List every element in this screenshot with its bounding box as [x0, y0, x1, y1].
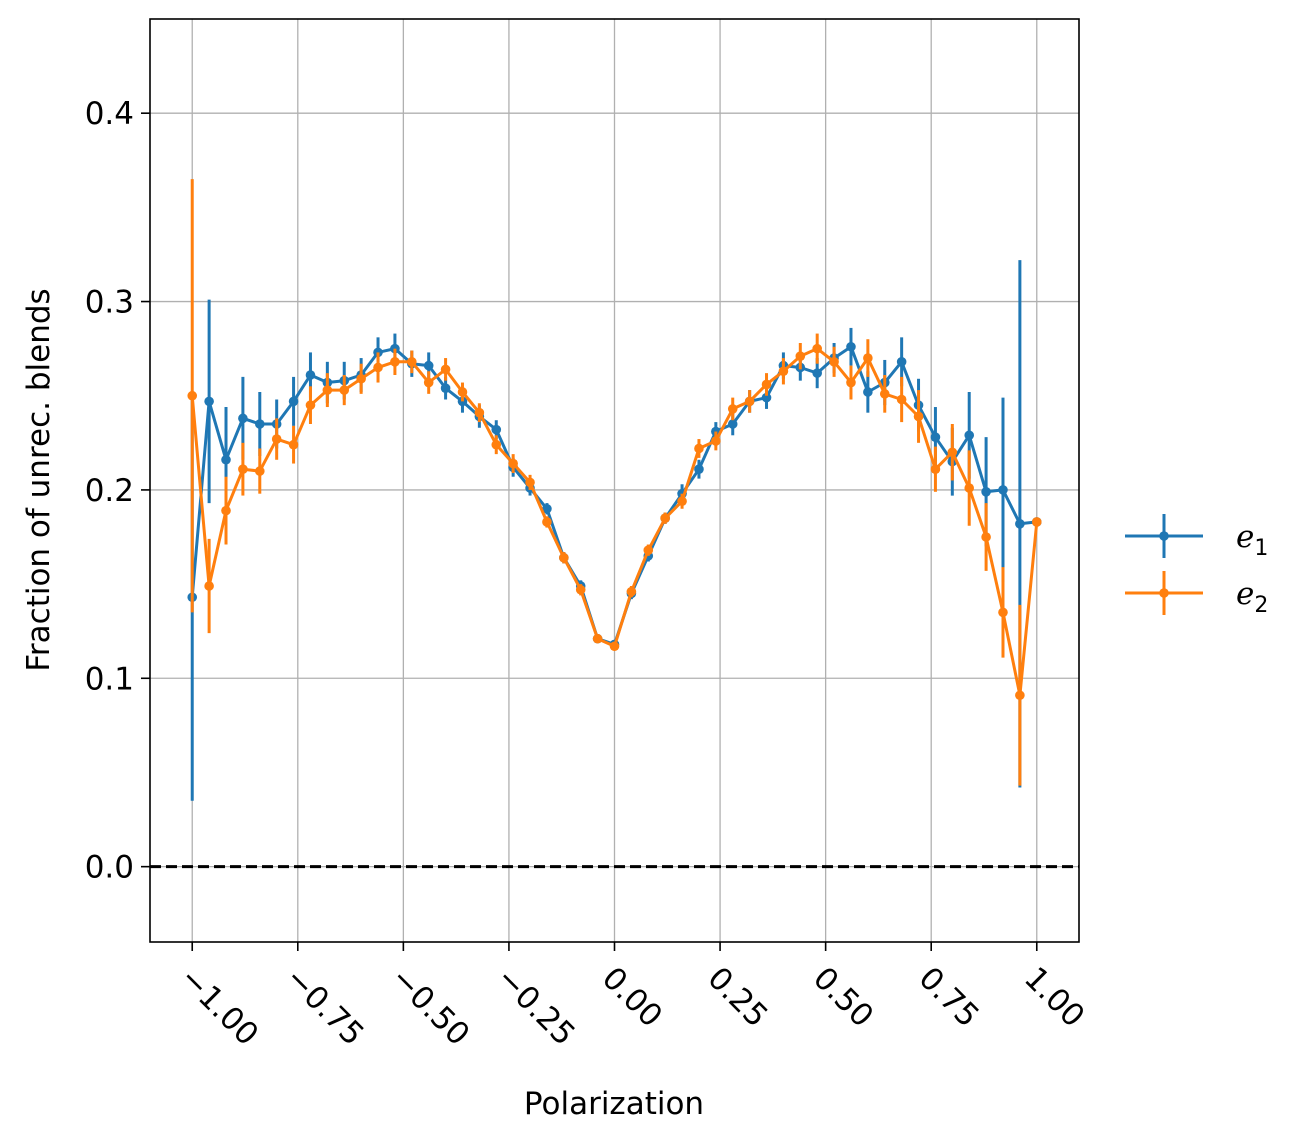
- data-point: [1015, 690, 1025, 701]
- data-point: [879, 389, 890, 399]
- data-point: [221, 505, 231, 516]
- data-point: [829, 357, 839, 367]
- legend-marker: [1159, 531, 1169, 541]
- data-point: [457, 387, 468, 397]
- data-point: [474, 407, 485, 418]
- data-point: [271, 434, 282, 444]
- data-point: [930, 432, 941, 442]
- data-point: [559, 552, 569, 563]
- data-point: [964, 430, 975, 441]
- data-point: [373, 362, 383, 373]
- data-point: [288, 439, 299, 450]
- data-point: [254, 419, 265, 429]
- data-point: [356, 373, 366, 384]
- data-point: [440, 383, 451, 394]
- data-point: [204, 396, 214, 407]
- data-point: [998, 607, 1008, 618]
- data-point: [525, 477, 535, 488]
- data-point: [609, 641, 620, 652]
- data-point: [575, 584, 586, 595]
- data-point: [711, 436, 721, 446]
- y-tick-label: 0.3: [85, 285, 134, 321]
- series-layer: [187, 179, 1042, 801]
- data-point: [440, 364, 451, 375]
- data-point: [339, 385, 350, 395]
- data-point: [761, 379, 772, 390]
- y-axis-label: Fraction of unrec. blends: [21, 288, 57, 671]
- data-point: [947, 447, 958, 458]
- data-point: [727, 404, 738, 414]
- data-point: [491, 424, 502, 435]
- data-point: [238, 464, 248, 474]
- data-point: [964, 483, 975, 493]
- data-point: [694, 464, 704, 474]
- data-point: [221, 454, 231, 465]
- data-point: [930, 464, 941, 474]
- legend-label-subscript: 1: [1254, 536, 1268, 561]
- data-point: [761, 392, 772, 403]
- data-point: [1031, 517, 1042, 527]
- series-e2: [187, 179, 1042, 786]
- y-tick-label: 0.0: [85, 850, 134, 886]
- data-point: [896, 357, 907, 367]
- data-point: [846, 341, 856, 352]
- data-point: [542, 503, 552, 514]
- data-point: [643, 545, 654, 555]
- data-point: [508, 458, 518, 469]
- data-point: [744, 396, 755, 407]
- data-point: [913, 411, 924, 422]
- legend-label-base: e: [1236, 519, 1254, 555]
- data-point: [457, 396, 468, 407]
- data-point: [305, 370, 316, 380]
- y-tick-label: 0.2: [85, 473, 134, 509]
- data-point: [812, 368, 822, 378]
- data-point: [254, 466, 265, 476]
- data-point: [863, 353, 873, 363]
- data-point: [896, 394, 907, 405]
- data-point: [187, 390, 198, 401]
- y-tick-label: 0.1: [85, 661, 134, 697]
- data-point: [592, 633, 603, 644]
- data-point: [846, 377, 856, 388]
- legend-label: e1: [1236, 519, 1268, 561]
- data-point: [727, 419, 738, 429]
- data-point: [795, 351, 806, 361]
- data-point: [1015, 519, 1025, 529]
- legend-label: e2: [1236, 576, 1268, 618]
- data-point: [981, 487, 991, 497]
- data-point: [491, 439, 502, 450]
- data-point: [542, 517, 552, 527]
- data-point: [423, 377, 434, 388]
- data-point: [778, 366, 789, 377]
- data-point: [423, 360, 434, 371]
- data-point: [305, 400, 316, 410]
- data-point: [288, 396, 299, 407]
- data-point: [677, 496, 687, 507]
- data-point: [998, 485, 1008, 495]
- legend-label-subscript: 2: [1254, 593, 1268, 618]
- data-point: [660, 513, 670, 523]
- data-point: [626, 586, 637, 597]
- data-point: [407, 357, 417, 367]
- data-point: [812, 343, 822, 354]
- data-point: [863, 387, 873, 397]
- data-point: [322, 385, 333, 395]
- legend-marker: [1159, 588, 1169, 598]
- y-tick-label: 0.4: [85, 96, 134, 132]
- data-point: [238, 413, 248, 424]
- data-point: [981, 532, 991, 542]
- data-point: [204, 581, 214, 591]
- legend-label-base: e: [1236, 576, 1254, 612]
- data-point: [390, 357, 400, 367]
- data-point: [694, 443, 704, 454]
- x-axis-label: Polarization: [524, 1086, 704, 1122]
